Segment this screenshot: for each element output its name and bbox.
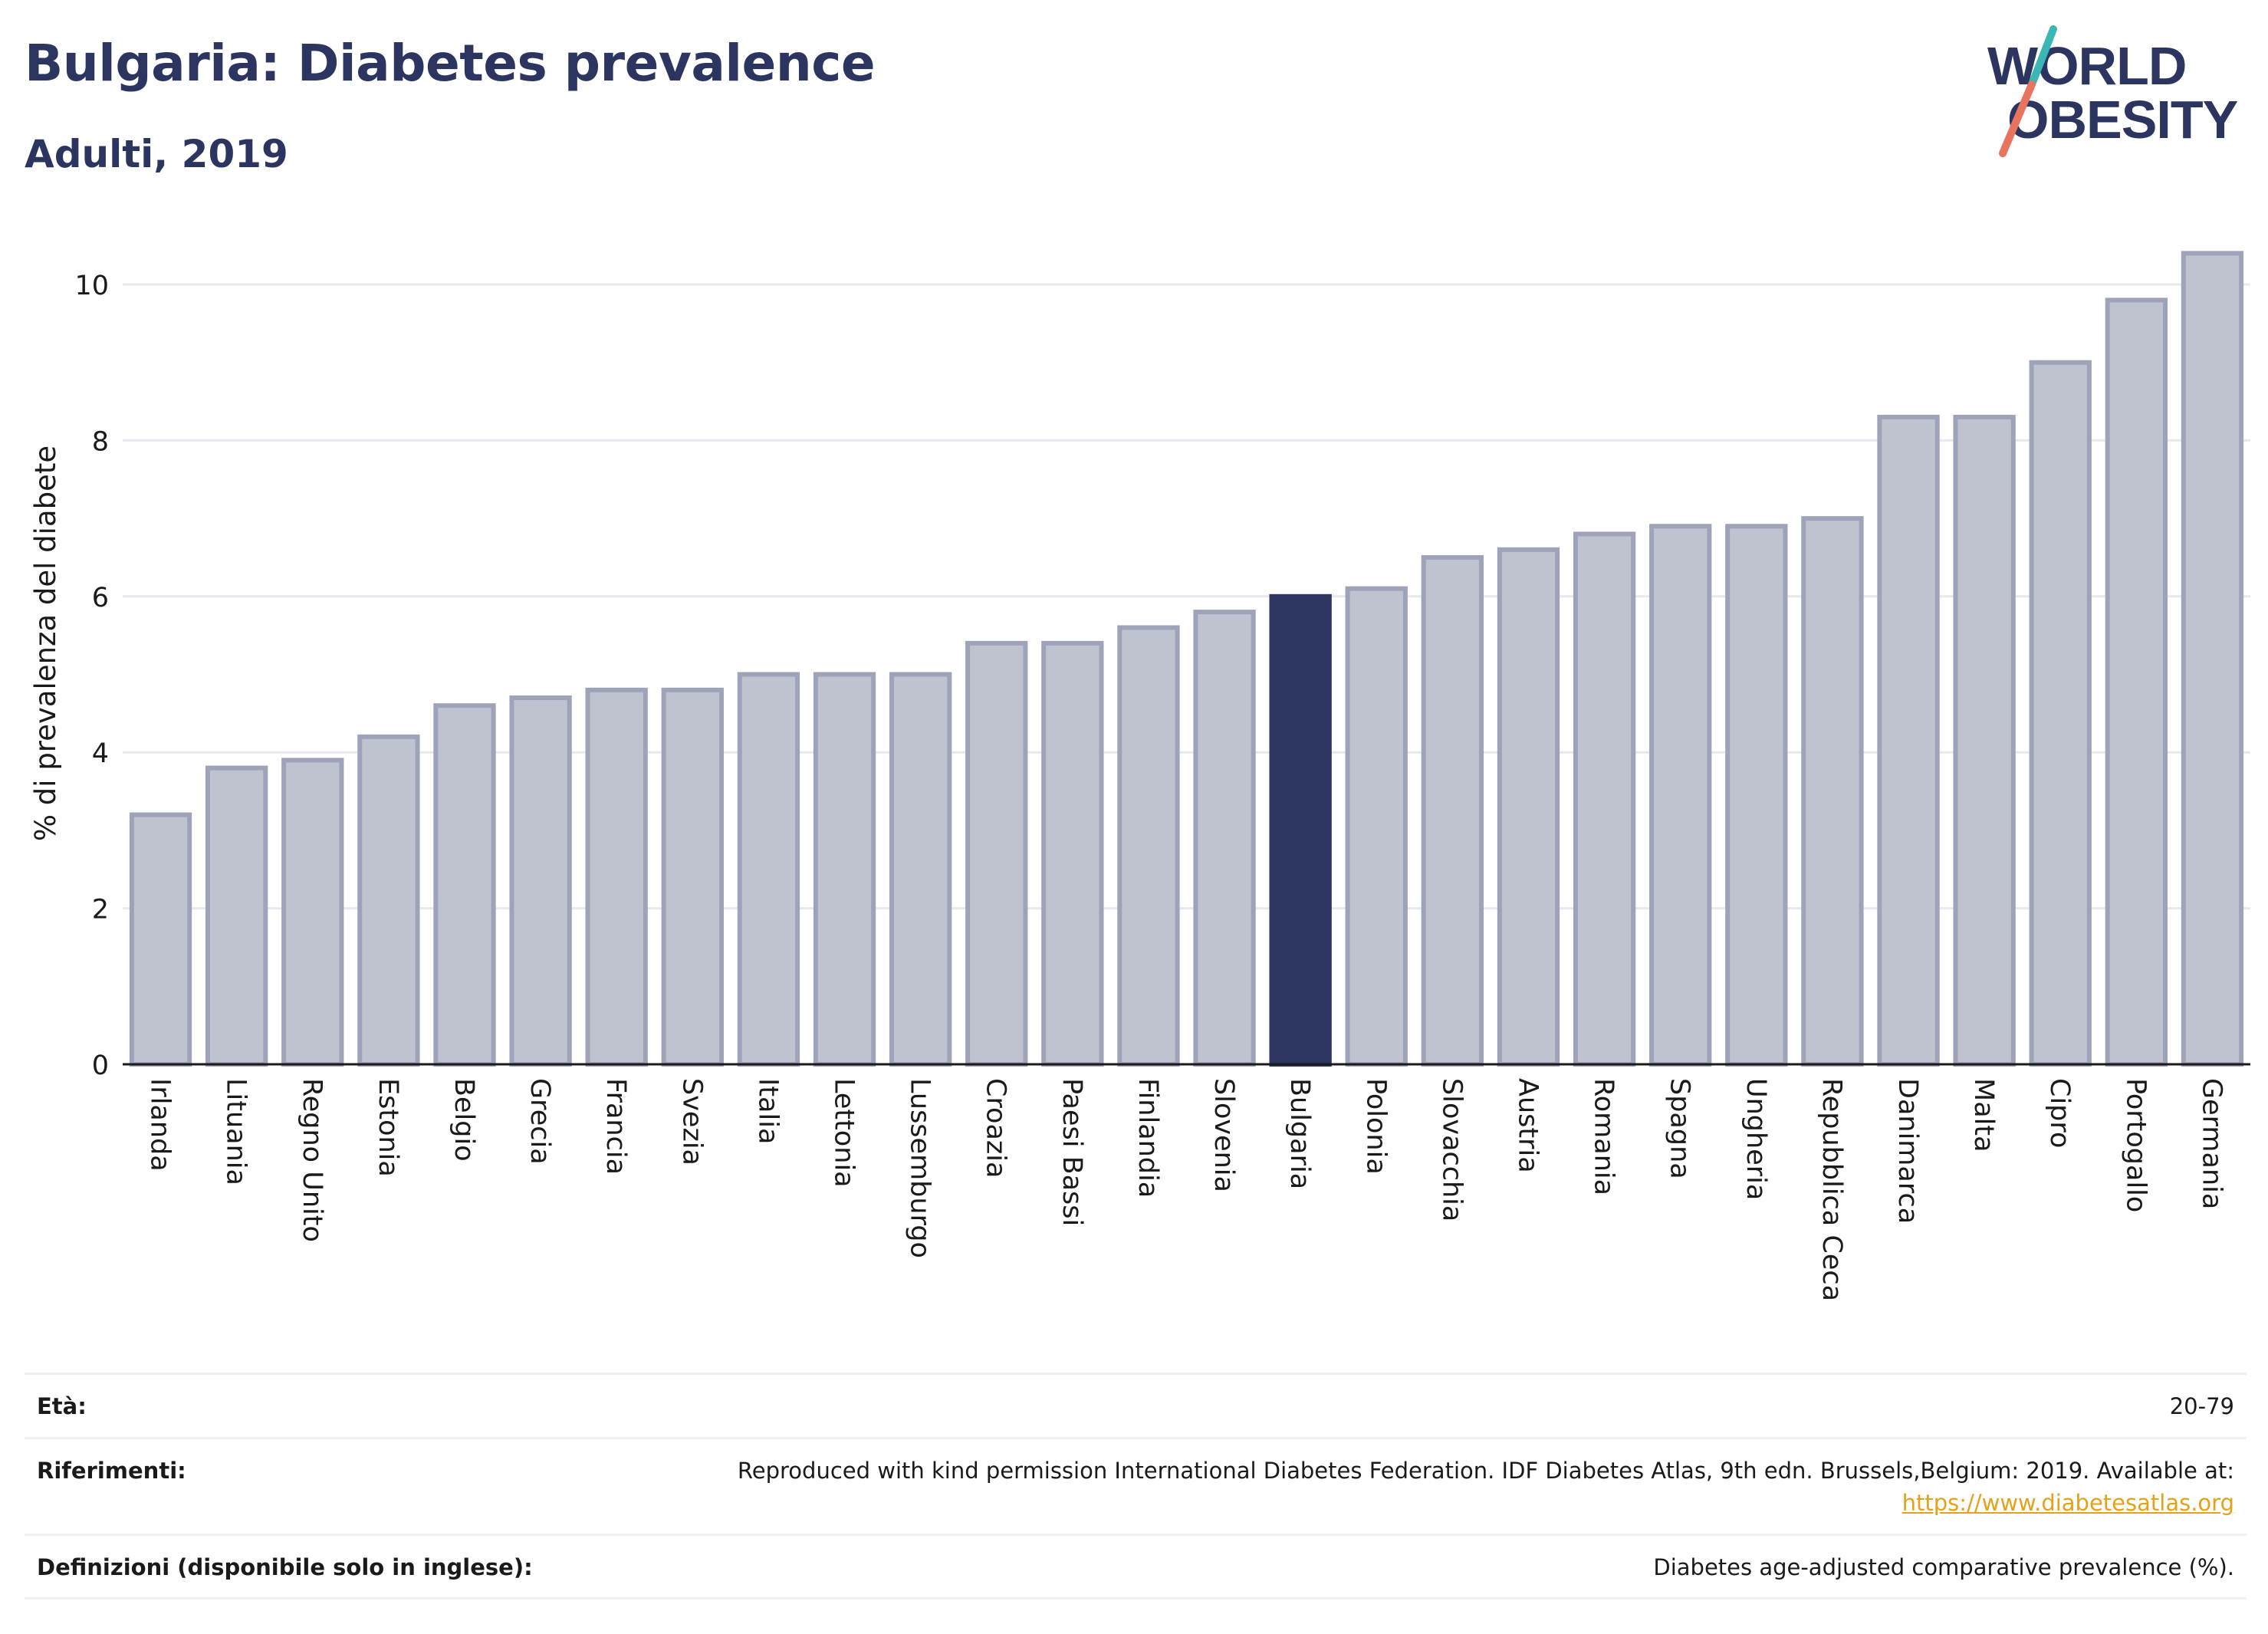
x-tick-label: Slovacchia — [1436, 1078, 1467, 1221]
x-tick-label: Austria — [1512, 1078, 1543, 1173]
bar-chart: 0 2 4 6 8 10 Irlanda Lituania Regno Unito Estoni… — [29, 251, 2250, 1301]
x-tick-label: Germania — [2196, 1078, 2227, 1209]
x-tick-label: Regno Unito — [297, 1078, 327, 1242]
x-tick-label: Bulgaria — [1284, 1078, 1315, 1189]
x-tick-label: Finlandia — [1132, 1078, 1163, 1198]
footer-label-references: Riferimenti: — [37, 1458, 186, 1484]
bar-malta — [1953, 414, 2016, 1067]
bar-romania — [1573, 531, 1636, 1067]
x-tick-label: Slovenia — [1208, 1078, 1239, 1192]
x-tick-label: Polonia — [1360, 1078, 1391, 1175]
logo-word-obesity: OBESITY — [2007, 90, 2238, 150]
bar-cipro — [2029, 360, 2092, 1067]
y-tick-label: 4 — [92, 738, 109, 769]
bar-portogallo — [2105, 298, 2168, 1067]
x-tick-label: Estonia — [373, 1078, 403, 1177]
footer-value-references: Reproduced with kind permission Internat… — [738, 1455, 2234, 1519]
x-tick-label: Malta — [1968, 1078, 1999, 1152]
y-tick-label: 2 — [92, 895, 109, 925]
bar-slovenia — [1193, 610, 1256, 1067]
footer-value-definitions: Diabetes age-adjusted comparative preval… — [1653, 1554, 2234, 1580]
bar-repubblica-ceca — [1801, 516, 1864, 1067]
logo-word-world: WORLD — [1987, 36, 2186, 96]
chart-subtitle: Adulti, 2019 — [25, 132, 288, 176]
bar-slovacchia — [1421, 554, 1484, 1067]
x-tick-label: Lettonia — [829, 1078, 860, 1188]
x-tick-label: Ungheria — [1740, 1078, 1771, 1200]
footer-references-link[interactable]: https://www.diabetesatlas.org — [1902, 1490, 2234, 1516]
footer-label-age: Età: — [37, 1393, 87, 1419]
bar-belgio — [433, 703, 496, 1067]
footer-row-definitions: Definizioni (disponibile solo in inglese… — [25, 1534, 2247, 1599]
footer-row-age: Età: 20-79 — [25, 1373, 2247, 1437]
x-tick-label: Svezia — [676, 1078, 707, 1165]
bar-lussemburgo — [889, 672, 952, 1067]
footer-value-age: 20-79 — [2169, 1393, 2234, 1419]
bar-croazia — [965, 640, 1028, 1067]
chart-title: Bulgaria: Diabetes prevalence — [25, 34, 876, 93]
bar-estonia — [357, 734, 420, 1067]
bar-francia — [585, 687, 648, 1067]
x-tick-label: Danimarca — [1892, 1078, 1923, 1224]
bar-grecia — [509, 695, 572, 1067]
x-tick-label: Cipro — [2044, 1078, 2075, 1148]
y-tick-label: 6 — [92, 583, 109, 613]
x-tick-label: Francia — [600, 1078, 631, 1175]
chart-footer: Età: 20-79 Riferimenti: Reproduced with … — [25, 1373, 2247, 1599]
logo-slash-teal — [2028, 25, 2057, 88]
x-tick-label: Romania — [1589, 1078, 1619, 1195]
x-tick-label: Irlanda — [145, 1078, 176, 1172]
bar-irlanda — [129, 812, 192, 1067]
bar-germania — [2181, 251, 2244, 1067]
bar-svezia — [661, 687, 724, 1067]
y-tick-labels: 0 2 4 6 8 10 — [74, 271, 109, 1081]
footer-row-references: Riferimenti: Reproduced with kind permis… — [25, 1437, 2247, 1534]
world-obesity-logo[interactable]: WORLD OBESITY — [1978, 23, 2254, 165]
x-tick-label: Spagna — [1665, 1078, 1695, 1179]
bar-ungheria — [1725, 524, 1788, 1067]
bar-italia — [737, 672, 800, 1067]
bar-bulgaria — [1269, 593, 1332, 1067]
y-axis-label: % di prevalenza del diabete — [29, 445, 62, 841]
y-tick-label: 10 — [74, 271, 109, 301]
bar-danimarca — [1877, 414, 1940, 1067]
x-tick-label: Grecia — [524, 1078, 555, 1165]
bar-finlandia — [1117, 625, 1180, 1067]
y-tick-label: 8 — [92, 426, 109, 457]
bar-austria — [1497, 547, 1560, 1067]
bar-polonia — [1345, 586, 1408, 1067]
x-tick-label: Lituania — [221, 1078, 251, 1185]
x-tick-label: Repubblica Ceca — [1816, 1078, 1847, 1301]
footer-label-definitions: Definizioni (disponibile solo in inglese… — [37, 1554, 533, 1580]
x-tick-label: Lussemburgo — [905, 1078, 935, 1258]
bar-lettonia — [813, 672, 876, 1067]
footer-references-text: Reproduced with kind permission Internat… — [737, 1458, 2234, 1484]
x-tick-label: Paesi Bassi — [1057, 1078, 1087, 1226]
x-tick-label: Belgio — [449, 1078, 479, 1162]
x-tick-label: Italia — [752, 1078, 783, 1144]
x-tick-labels: Irlanda Lituania Regno Unito Estonia Belgio G… — [145, 1078, 2227, 1301]
x-tick-label: Portogallo — [2120, 1078, 2151, 1212]
y-tick-label: 0 — [92, 1050, 109, 1081]
bars — [129, 251, 2244, 1067]
bar-regno-unito — [281, 758, 344, 1067]
bar-paesi-bassi — [1041, 640, 1104, 1067]
logo-slash-coral — [1999, 81, 2036, 157]
bar-lituania — [205, 765, 268, 1067]
x-tick-label: Croazia — [981, 1078, 1011, 1178]
bar-spagna — [1649, 524, 1712, 1067]
